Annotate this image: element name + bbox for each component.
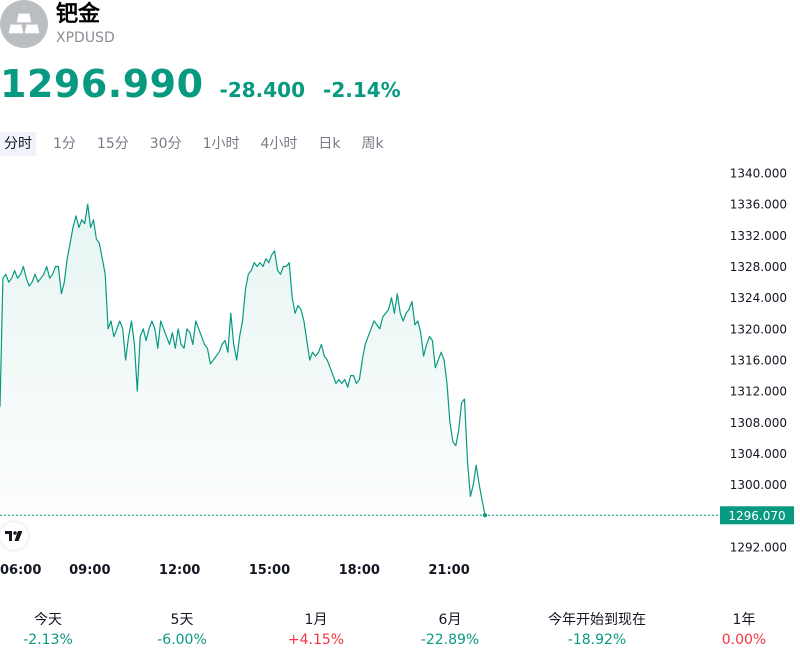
- period-5d[interactable]: 5天 -6.00%: [157, 610, 207, 650]
- period-value: -18.92%: [567, 632, 627, 648]
- period-label: 5天: [170, 612, 194, 628]
- period-label: 今年开始到现在: [548, 612, 646, 628]
- y-tick-label: 1304.000: [730, 447, 787, 461]
- period-value: -2.13%: [23, 632, 73, 648]
- y-tick-label: 1336.000: [730, 198, 787, 212]
- price-line: [0, 203, 486, 516]
- y-tick-label: 1316.000: [730, 354, 787, 368]
- x-tick-label: 06:00: [0, 563, 41, 578]
- period-label: 1年: [732, 612, 756, 628]
- y-tick-label: 1340.000: [730, 167, 787, 181]
- period-value: -6.00%: [157, 632, 207, 648]
- y-tick-label: 1300.000: [730, 478, 787, 492]
- last-price-label: 1296.070: [728, 509, 785, 523]
- period-1m[interactable]: 1月 +4.15%: [288, 610, 344, 650]
- y-tick-label: 1312.000: [730, 385, 787, 399]
- x-tick-label: 12:00: [159, 563, 200, 578]
- price-change-percent: -2.14%: [323, 78, 401, 102]
- period-value: +4.15%: [287, 632, 345, 648]
- period-label: 1月: [304, 612, 328, 628]
- period-6m[interactable]: 6月 -22.89%: [421, 610, 479, 650]
- y-tick-label: 1332.000: [730, 229, 787, 243]
- x-tick-label: 21:00: [428, 563, 469, 578]
- tab-intraday[interactable]: 分时: [0, 132, 36, 156]
- period-label: 今天: [34, 612, 62, 628]
- interval-tabs: 分时 1分 15分 30分 1小时 4小时 日k 周k: [0, 132, 401, 156]
- period-label: 6月: [438, 612, 462, 628]
- last-price-dot: [483, 513, 487, 518]
- price-row: 1296.990 -28.400 -2.14%: [0, 62, 401, 106]
- y-tick-label: 1320.000: [730, 322, 787, 336]
- tab-weekly[interactable]: 周k: [361, 136, 384, 152]
- tradingview-logo-icon[interactable]: [0, 522, 28, 550]
- tab-daily[interactable]: 日k: [318, 136, 341, 152]
- x-tick-label: 15:00: [249, 563, 290, 578]
- gold-bars-shape: [7, 12, 41, 35]
- period-1y[interactable]: 1年 0.00%: [722, 610, 766, 650]
- y-tick-label: 1324.000: [730, 291, 787, 305]
- tab-1hour[interactable]: 1小时: [202, 136, 240, 152]
- tradingview-logo-shape: [5, 531, 23, 541]
- y-tick-label: 1292.000: [730, 541, 787, 555]
- period-ytd[interactable]: 今年开始到现在 -18.92%: [548, 610, 646, 650]
- y-tick-label: 1308.000: [730, 416, 787, 430]
- last-price-label-bg: [720, 506, 794, 525]
- tab-1min[interactable]: 1分: [53, 136, 76, 152]
- gold-bars-icon: [0, 0, 48, 48]
- price-chart[interactable]: 1340.000 1336.000 1332.000 1328.000 1324.000…: [0, 160, 800, 590]
- x-tick-label: 18:00: [339, 563, 380, 578]
- tab-4hour[interactable]: 4小时: [260, 136, 298, 152]
- y-tick-label: 1328.000: [730, 260, 787, 274]
- price-change: -28.400: [219, 78, 306, 102]
- tab-30min[interactable]: 30分: [149, 136, 182, 152]
- current-price: 1296.990: [0, 62, 204, 106]
- instrument-symbol: XPDUSD: [56, 30, 115, 46]
- instrument-name: 钯金: [56, 2, 101, 27]
- period-value: 0.00%: [721, 632, 767, 648]
- period-value: -22.89%: [420, 632, 480, 648]
- period-today[interactable]: 今天 -2.13%: [23, 610, 73, 650]
- performance-periods: 今天 -2.13% 5天 -6.00% 1月 +4.15% 6月 -22.89%…: [0, 610, 800, 650]
- x-tick-label: 09:00: [69, 563, 110, 578]
- tab-15min[interactable]: 15分: [96, 136, 129, 152]
- price-area-fill: [0, 204, 485, 516]
